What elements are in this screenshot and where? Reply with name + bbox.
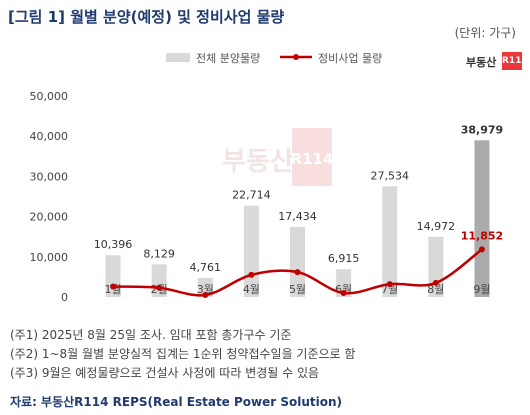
bar	[290, 226, 305, 297]
legend-bar-swatch	[166, 53, 190, 62]
line-point	[340, 289, 347, 296]
bar	[474, 140, 490, 297]
bar-data-label: 38,979	[461, 123, 503, 136]
brand-logo: 부동산 R114	[466, 52, 528, 72]
watermark-text: 부동산	[222, 147, 294, 177]
unit-label: (단위: 가구)	[454, 26, 516, 40]
legend-bar-label: 전체 분양물량	[196, 52, 260, 65]
legend-line-label: 정비사업 물량	[318, 52, 382, 65]
watermark-badge-box	[292, 128, 332, 186]
bar-data-label: 14,972	[417, 220, 456, 233]
source-note: 자료: 부동산R114 REPS(Real Estate Power Solut…	[10, 395, 343, 409]
line-data-label: 11,852	[461, 229, 503, 242]
line-point	[432, 279, 439, 286]
watermark-badge-text: R114	[291, 150, 334, 168]
footnotes: (주1) 2025년 8월 25일 조사. 임대 포함 총가구수 기준 (주2)…	[10, 326, 355, 383]
bar-data-label: 27,534	[370, 169, 409, 182]
y-tick-label: 20,000	[30, 211, 69, 224]
chart-title: [그림 1] 월별 분양(예정) 및 정비사업 물량	[8, 8, 285, 26]
x-tick-label: 7월	[381, 283, 398, 296]
bar-data-label: 6,915	[328, 252, 360, 265]
bar-data-label: 10,396	[94, 238, 133, 251]
y-tick-label: 30,000	[30, 170, 69, 183]
footnote-3: (주3) 9월은 예정물량으로 건설사 사정에 따라 변경될 수 있음	[10, 366, 320, 380]
bar-data-label: 22,714	[232, 189, 271, 202]
line-point	[202, 291, 209, 298]
logo-text: 부동산	[466, 56, 497, 69]
line-point	[110, 283, 117, 290]
x-tick-label: 8월	[427, 283, 444, 296]
bar	[382, 186, 398, 297]
bar-data-label: 4,761	[190, 261, 222, 274]
x-tick-label: 4월	[243, 283, 260, 296]
footnote-2: (주2) 1~8월 월별 분양실적 집계는 1순위 청약접수일을 기준으로 함	[10, 347, 356, 361]
legend-line-marker	[293, 54, 299, 60]
y-tick-label: 50,000	[30, 90, 69, 103]
line-point	[386, 281, 393, 288]
line-point	[248, 271, 255, 278]
line-point	[478, 246, 485, 253]
x-tick-label: 9월	[473, 283, 490, 296]
bar-data-label: 8,129	[143, 247, 175, 260]
line-point	[156, 284, 163, 291]
y-tick-label: 40,000	[30, 130, 69, 143]
y-tick-label: 10,000	[30, 251, 69, 264]
y-tick-label: 0	[61, 291, 68, 304]
x-tick-label: 5월	[289, 283, 306, 296]
bar	[197, 277, 213, 297]
bar	[336, 269, 352, 297]
chart-area: 부동산R114010,00020,00030,00040,00050,000전체…	[30, 52, 504, 304]
line-point	[294, 269, 301, 276]
bar-data-label: 17,434	[278, 210, 317, 223]
logo-badge: R114	[502, 52, 528, 70]
footnote-1: (주1) 2025년 8월 25일 조사. 임대 포함 총가구수 기준	[10, 328, 292, 342]
